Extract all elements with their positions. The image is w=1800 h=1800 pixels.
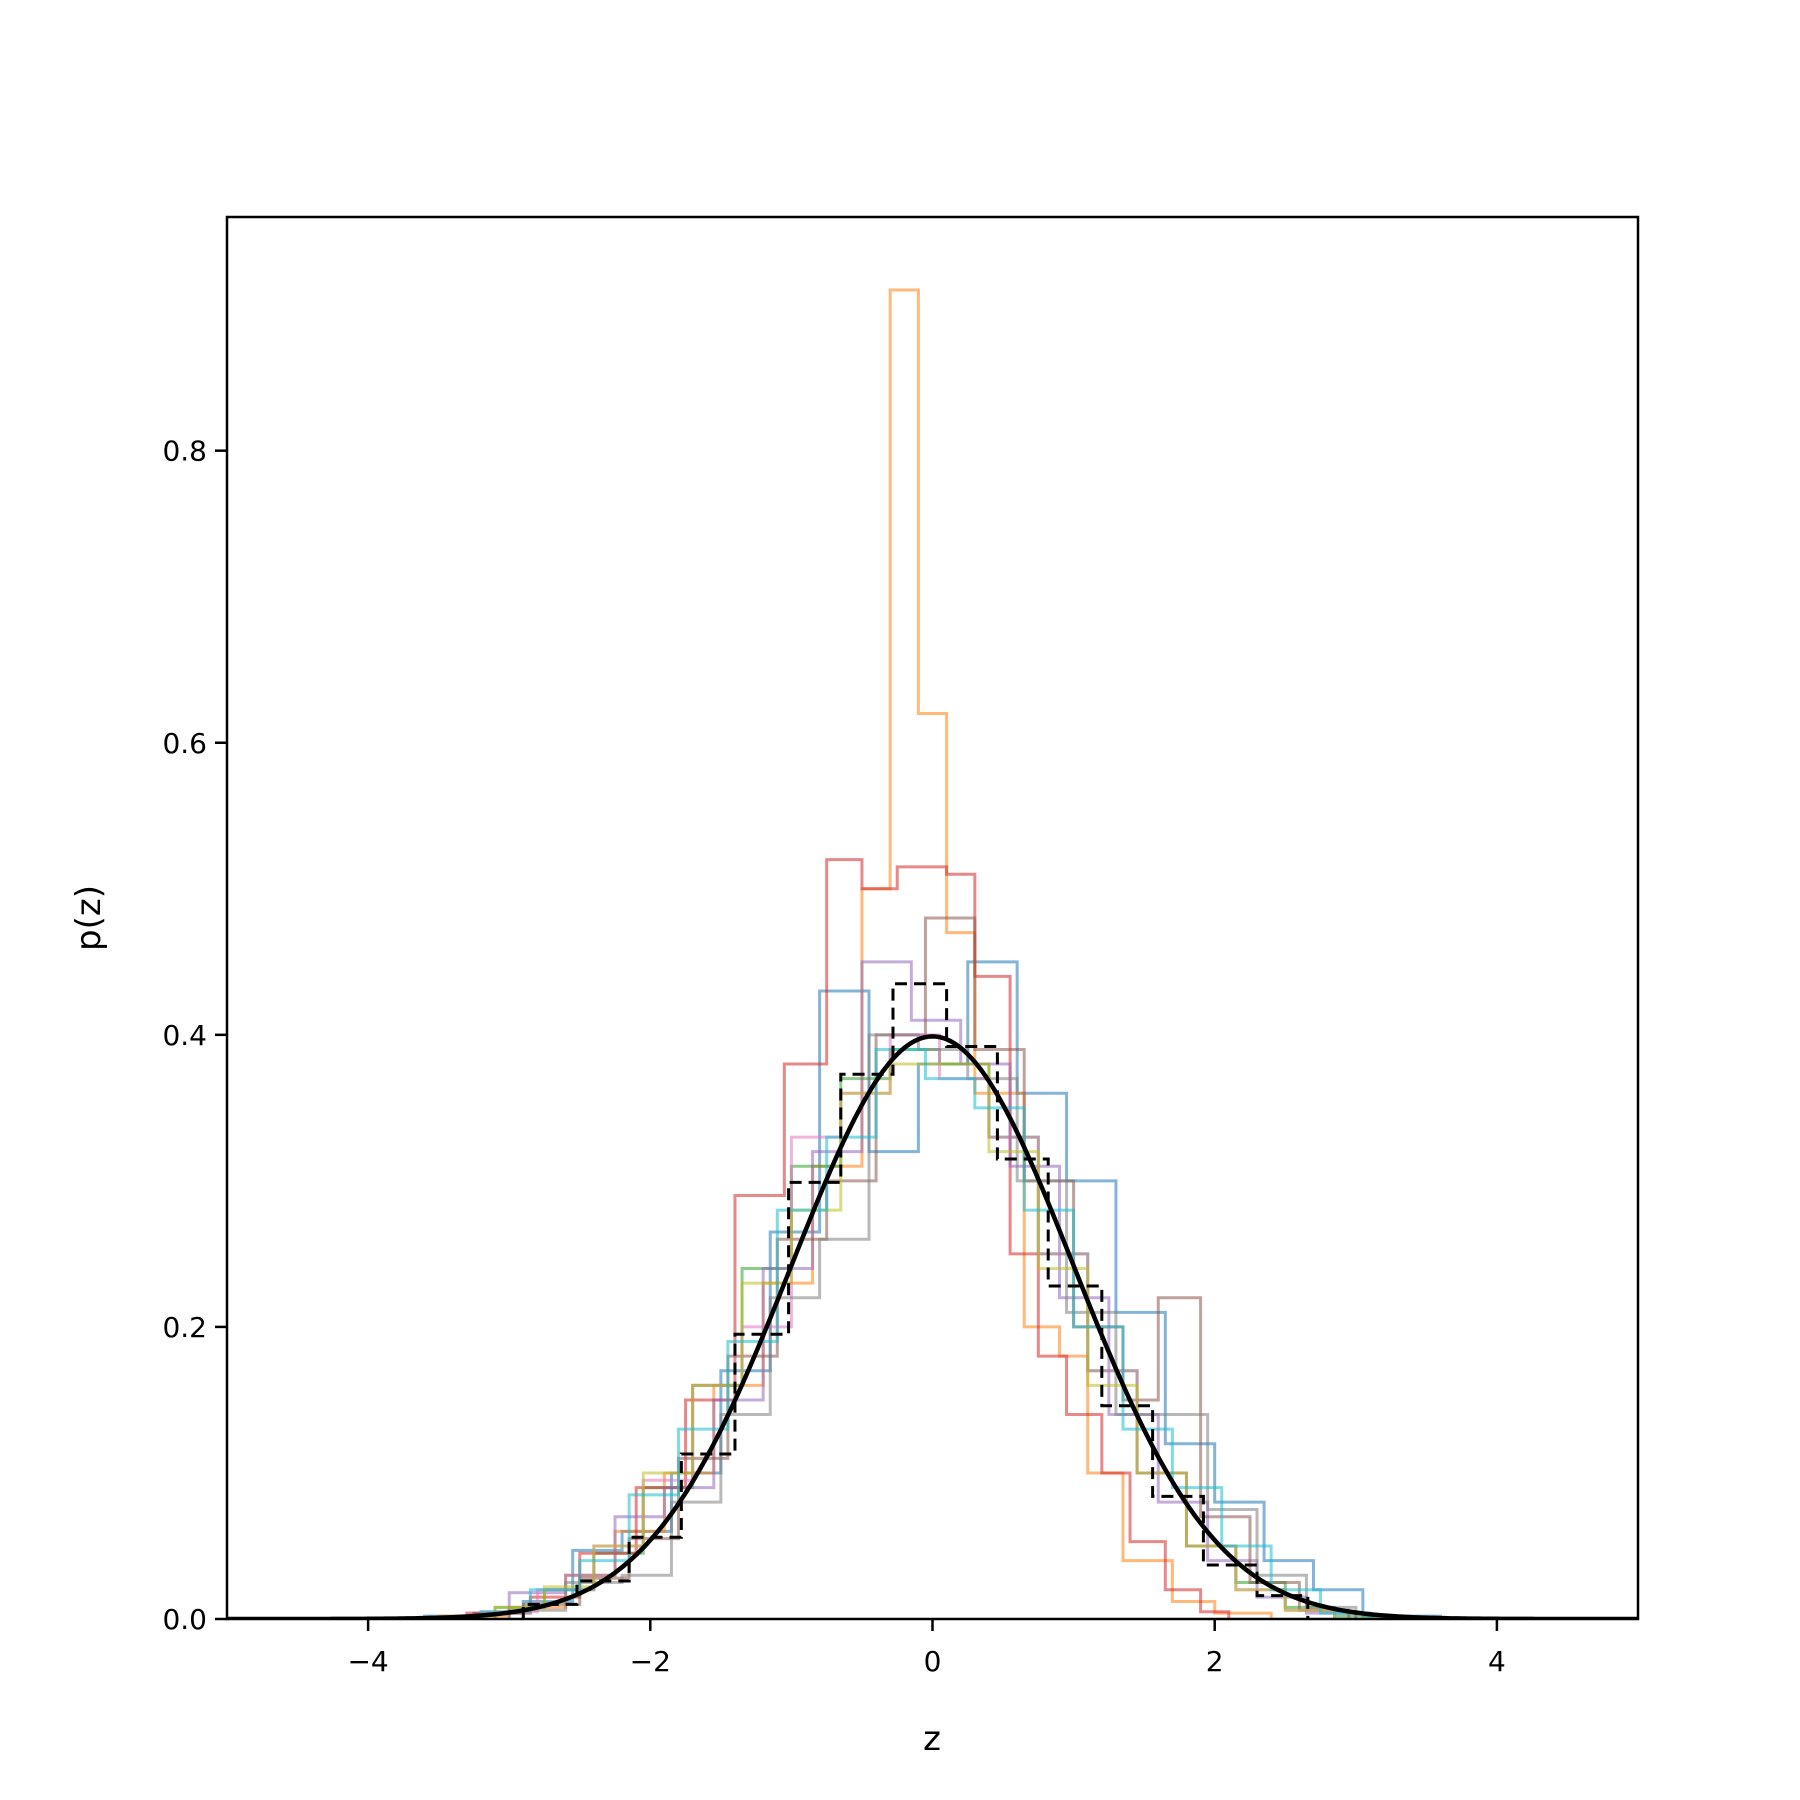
x-tick-label: 0	[924, 1645, 942, 1678]
reference-histogram-layer	[521, 982, 1310, 1619]
histogram-series-1	[423, 960, 1442, 1619]
normal-pdf-curve	[227, 1034, 1638, 1619]
y-tick-label: 0.6	[162, 727, 207, 760]
histogram-series-5	[507, 960, 1358, 1619]
y-tick-label: 0.4	[162, 1019, 207, 1052]
y-axis-ticks: 0.0 0.2 0.4 0.6 0.8	[162, 435, 227, 1636]
y-axis-label: p(z)	[69, 885, 109, 951]
x-tick-label: −4	[347, 1645, 388, 1678]
x-tick-label: 2	[1206, 1645, 1224, 1678]
histogram-series-4	[465, 858, 1231, 1619]
y-tick-label: 0.2	[162, 1311, 207, 1344]
reference-histogram	[521, 982, 1310, 1619]
x-axis-ticks: −4 −2 0 2 4	[347, 1619, 1506, 1678]
y-tick-label: 0.8	[162, 435, 207, 468]
x-tick-label: −2	[630, 1645, 671, 1678]
x-tick-label: 4	[1488, 1645, 1506, 1678]
x-axis-label: z	[923, 1719, 941, 1759]
reference-curve-layer	[227, 1034, 1638, 1619]
y-tick-label: 0.0	[162, 1603, 207, 1636]
